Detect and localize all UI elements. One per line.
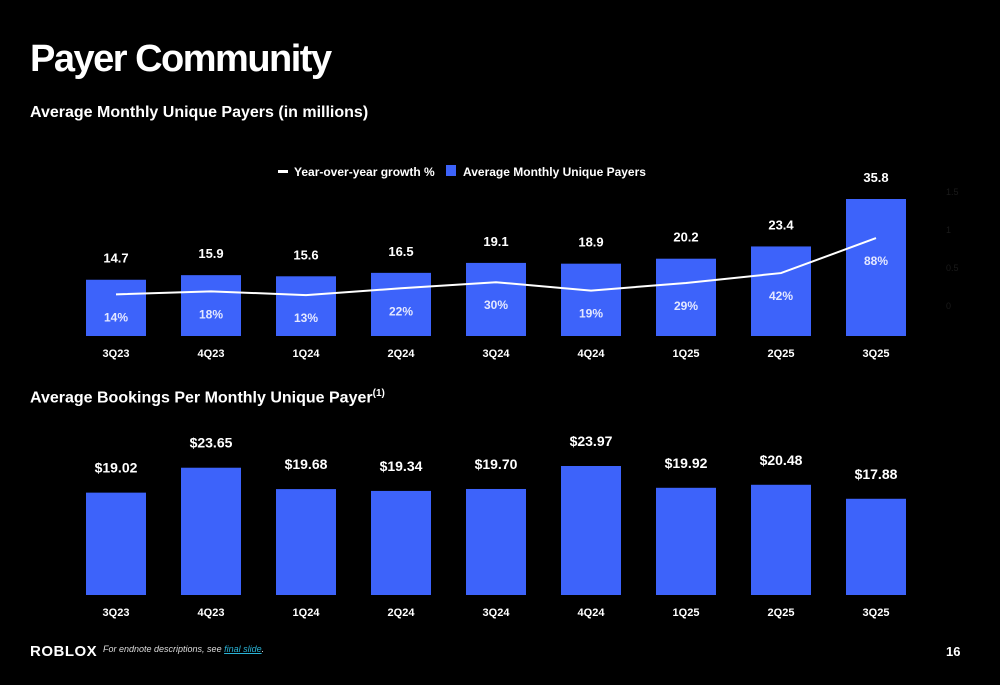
x-tick-label: 2Q25 <box>768 348 795 360</box>
x-tick-label: 2Q24 <box>388 607 416 619</box>
growth-label: 18% <box>199 307 223 321</box>
bookings-value-label: $23.97 <box>570 433 613 449</box>
footnote: For endnote descriptions, see final slid… <box>103 644 264 654</box>
payers-bar <box>466 262 526 336</box>
bookings-bar <box>751 484 811 595</box>
chart2-title-sup: (1) <box>372 388 385 399</box>
payers-bar <box>181 275 241 336</box>
payers-value-label: 14.7 <box>103 251 128 266</box>
bookings-bar <box>656 487 716 595</box>
payers-bar <box>846 199 906 336</box>
bookings-value-label: $19.02 <box>95 460 138 476</box>
growth-label: 42% <box>769 289 793 303</box>
footnote-text: For endnote descriptions, see <box>103 644 225 654</box>
x-tick-label: 1Q25 <box>673 348 700 360</box>
growth-label: 88% <box>864 254 888 268</box>
growth-label: 22% <box>389 304 413 318</box>
x-tick-label: 3Q23 <box>103 607 130 619</box>
payers-value-label: 23.4 <box>768 217 794 232</box>
growth-line <box>115 237 877 297</box>
page-number: 16 <box>946 644 961 659</box>
growth-label: 14% <box>104 310 128 324</box>
bookings-bar <box>181 467 241 595</box>
x-tick-label: 2Q24 <box>388 348 416 360</box>
x-tick-label: 3Q25 <box>863 348 890 360</box>
bookings-value-label: $19.34 <box>380 458 423 474</box>
growth-label: 13% <box>294 311 318 325</box>
x-tick-label: 3Q25 <box>863 607 890 619</box>
bookings-bar <box>276 489 336 595</box>
x-tick-label: 3Q23 <box>103 348 130 360</box>
final-slide-link[interactable]: final slide <box>224 644 262 654</box>
growth-label: 30% <box>484 298 508 312</box>
x-tick-label: 4Q23 <box>198 348 225 360</box>
payers-bar <box>276 276 336 336</box>
payers-value-label: 20.2 <box>673 230 698 245</box>
bookings-value-label: $23.65 <box>190 435 233 451</box>
chart2-title-text: Average Bookings Per Monthly Unique Paye… <box>30 389 373 407</box>
bookings-value-label: $17.88 <box>855 466 898 482</box>
secondary-axis-tick: 1 <box>946 225 951 235</box>
bookings-value-label: $19.92 <box>665 455 708 471</box>
payers-bar <box>86 279 146 336</box>
bookings-bar <box>371 490 431 595</box>
chart2-title: Average Bookings Per Monthly Unique Paye… <box>30 388 385 407</box>
x-tick-label: 4Q24 <box>578 348 606 360</box>
x-tick-label: 1Q24 <box>293 348 321 360</box>
payers-value-label: 19.1 <box>483 234 508 249</box>
payers-value-label: 15.6 <box>293 247 318 262</box>
secondary-axis-tick: 0.5 <box>946 263 959 273</box>
x-tick-label: 4Q23 <box>198 607 225 619</box>
page-title: Payer Community <box>30 38 332 80</box>
growth-label: 29% <box>674 299 698 313</box>
payers-value-label: 35.8 <box>863 170 888 185</box>
secondary-axis-tick: 1.5 <box>946 187 959 197</box>
growth-label: 19% <box>579 307 603 321</box>
x-tick-label: 3Q24 <box>483 348 511 360</box>
bookings-bar <box>846 498 906 595</box>
payers-bar <box>751 246 811 336</box>
x-tick-label: 1Q25 <box>673 607 700 619</box>
payers-value-label: 15.9 <box>198 246 223 261</box>
bookings-bar <box>561 466 621 595</box>
x-tick-label: 2Q25 <box>768 607 795 619</box>
legend-bar-swatch <box>446 165 456 176</box>
bookings-value-label: $19.70 <box>475 456 518 472</box>
payers-bar <box>371 272 431 336</box>
roblox-logo: ROBLOX <box>30 643 98 660</box>
payers-bar <box>656 258 716 336</box>
x-tick-label: 4Q24 <box>578 607 606 619</box>
bookings-bar <box>86 492 146 595</box>
legend-line-swatch <box>278 170 288 173</box>
payers-value-label: 16.5 <box>388 244 413 259</box>
payers-bar <box>561 263 621 336</box>
bookings-value-label: $20.48 <box>760 452 803 468</box>
bookings-bar <box>466 488 526 595</box>
bookings-value-label: $19.68 <box>285 456 328 472</box>
x-tick-label: 3Q24 <box>483 607 511 619</box>
legend-line-label: Year-over-year growth % <box>294 165 435 179</box>
payers-value-label: 18.9 <box>578 235 603 250</box>
footnote-end: . <box>261 644 265 654</box>
chart1-title: Average Monthly Unique Payers (in millio… <box>30 104 369 121</box>
x-tick-label: 1Q24 <box>293 607 321 619</box>
secondary-axis-tick: 0 <box>946 301 951 311</box>
legend-bar-label: Average Monthly Unique Payers <box>463 165 646 179</box>
